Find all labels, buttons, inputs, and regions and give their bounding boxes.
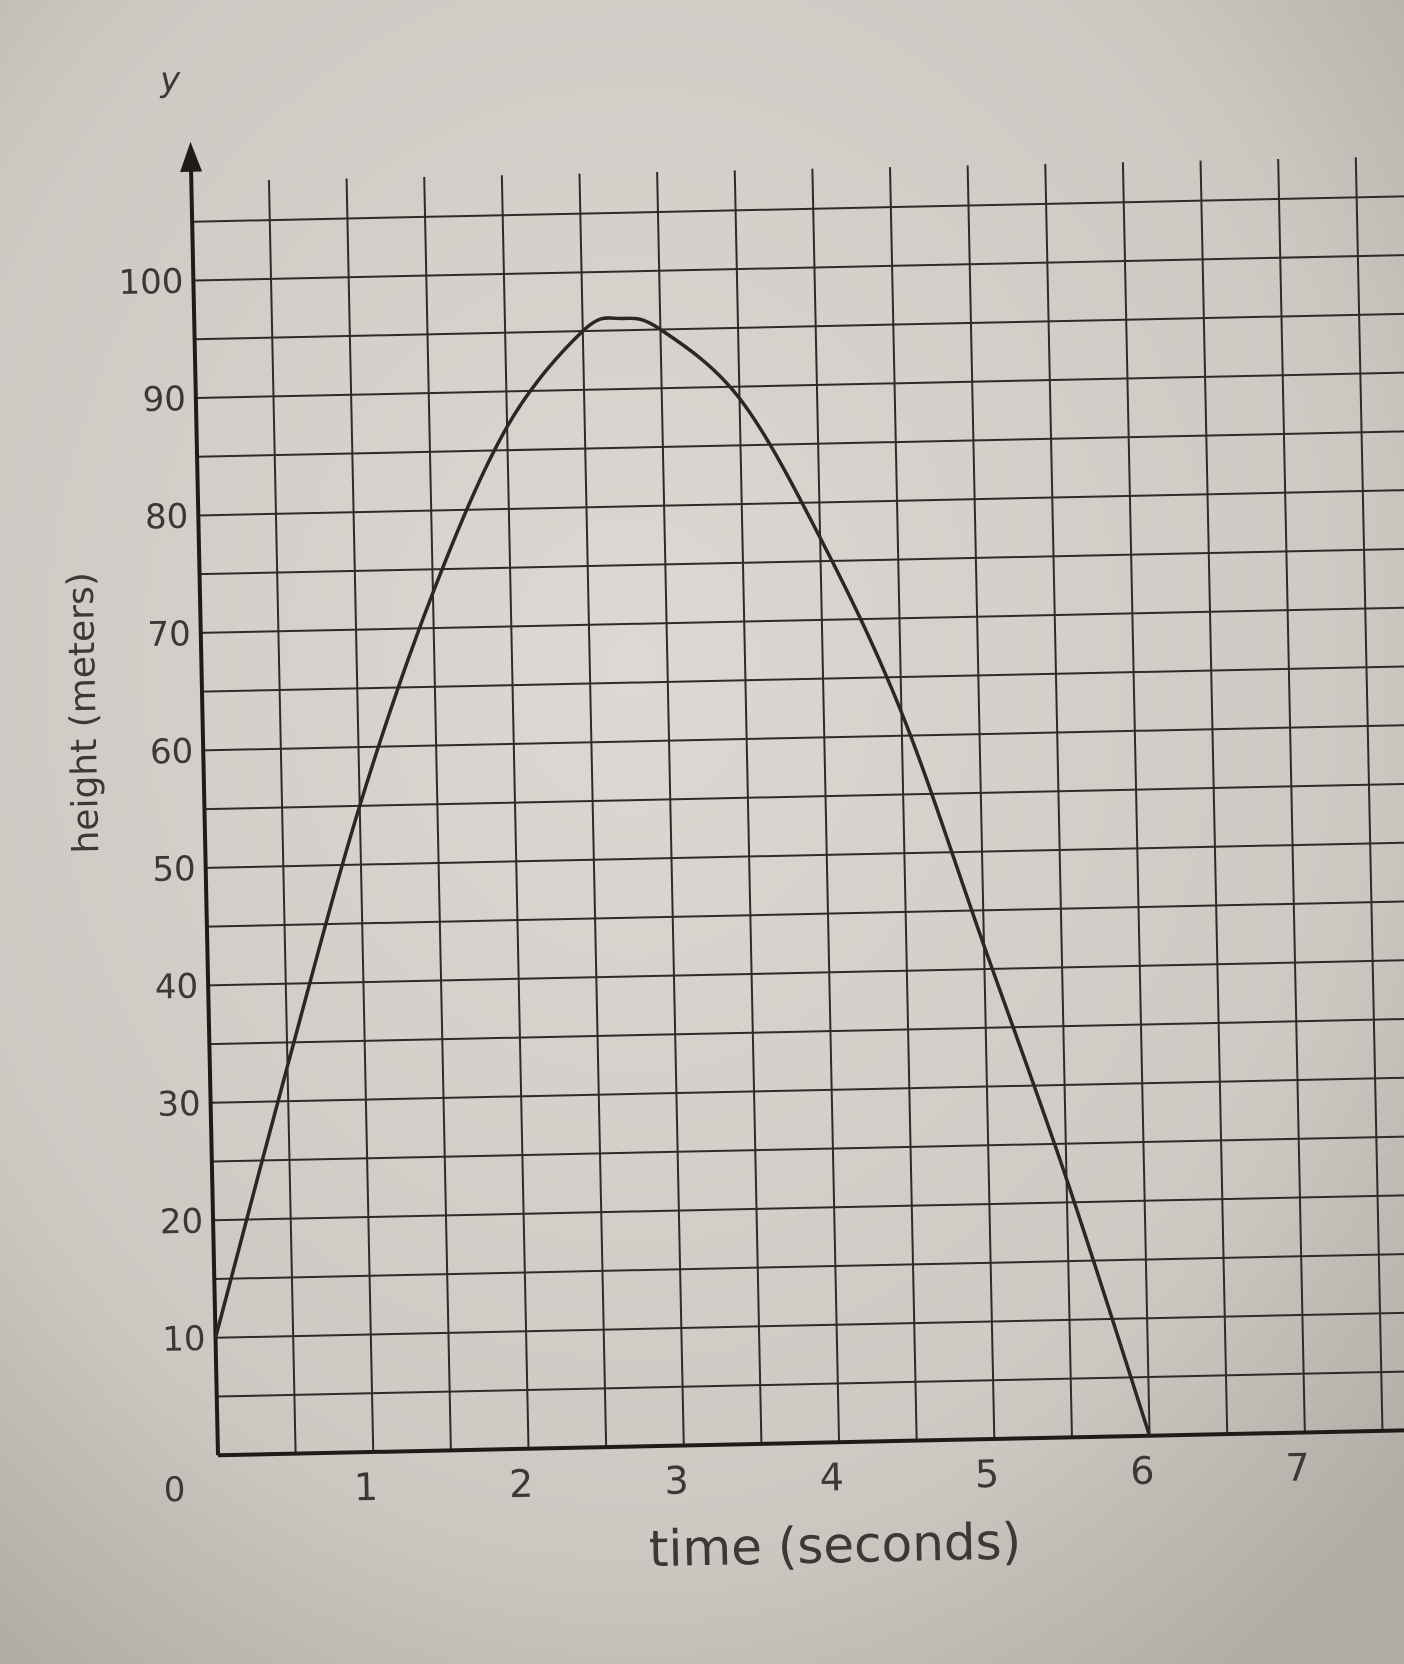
- grid-line-horizontal: [205, 841, 1404, 869]
- grid-line-horizontal: [198, 488, 1404, 517]
- y-axis-arrow: [180, 141, 203, 172]
- y-tick-label: 50: [152, 849, 196, 890]
- grid-line-vertical: [1277, 158, 1306, 1433]
- grid-line-horizontal: [193, 253, 1404, 282]
- grid-line-horizontal: [199, 547, 1404, 576]
- axes: [180, 141, 1404, 1458]
- grid-line-horizontal: [208, 958, 1404, 987]
- x-tick-label: 1: [353, 1465, 378, 1509]
- tick-labels: 1 2 3 4 5 6 7 10 20 30 40 50 60 70 80 90 100: [118, 262, 1310, 1510]
- y-tick-label: 20: [159, 1201, 203, 1242]
- grid-line-horizontal: [200, 606, 1404, 634]
- grid: [190, 157, 1404, 1457]
- grid-line-horizontal: [216, 1369, 1404, 1398]
- grid-line-horizontal: [210, 1076, 1404, 1104]
- y-tick-label: 10: [162, 1319, 206, 1360]
- grid-line-vertical: [423, 176, 452, 1451]
- grid-line-horizontal: [197, 430, 1404, 458]
- grid-line-vertical: [1044, 163, 1073, 1438]
- grid-line-horizontal: [206, 899, 1404, 928]
- grid-line-horizontal: [195, 371, 1404, 399]
- grid-line-vertical: [966, 165, 996, 1439]
- x-tick-label: 6: [1130, 1449, 1155, 1493]
- grid-line-vertical: [578, 173, 608, 1448]
- grid-line-vertical: [889, 167, 918, 1441]
- x-tick-label: 4: [819, 1455, 844, 1499]
- grid-line-vertical: [1199, 160, 1229, 1435]
- x-tick-label: 3: [664, 1458, 689, 1502]
- y-axis-label: height (meters): [60, 572, 107, 854]
- grid-line-vertical: [811, 168, 841, 1443]
- x-tick-label: 7: [1285, 1445, 1310, 1489]
- grid-line-horizontal: [192, 195, 1404, 223]
- grid-line-vertical: [267, 180, 297, 1454]
- grid-line-horizontal: [204, 782, 1404, 811]
- grid-line-horizontal: [214, 1252, 1404, 1281]
- grid-line-horizontal: [215, 1311, 1404, 1339]
- x-axis-label: time (seconds): [648, 1512, 1021, 1578]
- x-tick-label: 2: [509, 1462, 534, 1506]
- y-tick-label: 60: [150, 732, 194, 773]
- grid-line-horizontal: [203, 723, 1404, 752]
- grid-line-horizontal: [211, 1134, 1404, 1163]
- grid-line-horizontal: [213, 1193, 1404, 1222]
- y-tick-label: 40: [154, 967, 198, 1008]
- chart-area: 1 2 3 4 5 6 7 10 20 30 40 50 60 70 80 90 100 y 0 time (s…: [60, 60, 1404, 1578]
- y-tick-label: 80: [145, 497, 189, 538]
- y-axis-line: [188, 156, 220, 1456]
- y-tick-label: 70: [147, 614, 191, 655]
- y-tick-label: 100: [118, 262, 184, 303]
- grid-line-vertical: [345, 178, 375, 1453]
- y-tick-label: 30: [157, 1084, 201, 1125]
- grid-line-horizontal: [209, 1017, 1404, 1046]
- origin-label: 0: [163, 1470, 185, 1510]
- grid-line-horizontal: [201, 665, 1404, 693]
- grid-line-vertical: [1354, 157, 1384, 1431]
- x-axis-line: [217, 1427, 1404, 1458]
- grid-line-horizontal: [194, 312, 1404, 341]
- grid-line-vertical: [1121, 162, 1151, 1436]
- grid-line-vertical: [500, 175, 530, 1449]
- grid-line-vertical: [656, 171, 685, 1446]
- grid-line-vertical: [733, 170, 763, 1444]
- y-tick-label: 90: [142, 379, 186, 420]
- height-curve: [213, 316, 1152, 1437]
- y-axis-letter: y: [159, 60, 182, 100]
- x-tick-label: 5: [975, 1452, 1000, 1496]
